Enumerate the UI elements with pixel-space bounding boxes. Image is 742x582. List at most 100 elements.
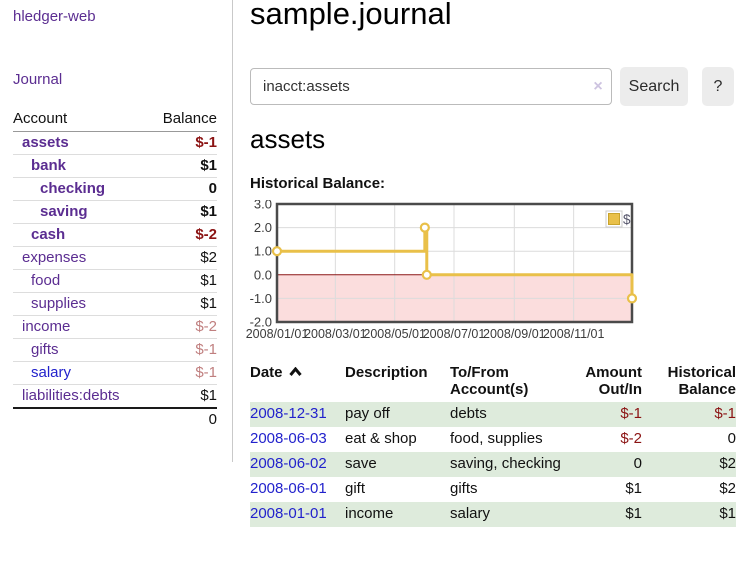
transaction-description: gift — [345, 480, 366, 497]
account-balance: $1 — [148, 269, 217, 293]
transaction-amount: $-2 — [620, 430, 642, 447]
chart-legend: $ — [605, 210, 631, 228]
transaction-row: 2008-06-03 eat & shop food, supplies $-2 0 — [250, 427, 736, 452]
account-balance: $-2 — [148, 223, 217, 247]
txn-header-amount: Amount Out/In — [585, 364, 642, 398]
transaction-accounts: gifts — [450, 480, 478, 497]
account-link[interactable]: saving — [40, 203, 88, 220]
transaction-date-link[interactable]: 2008-01-01 — [250, 505, 327, 522]
account-link[interactable]: expenses — [22, 249, 87, 266]
accounts-total-row: 0 — [13, 407, 217, 431]
account-row: assets $-1 — [13, 132, 217, 155]
transaction-date-link[interactable]: 2008-12-31 — [250, 405, 327, 422]
account-row: expenses $2 — [13, 246, 217, 270]
svg-text:2008/09/01: 2008/09/01 — [483, 327, 546, 341]
svg-text:2008/03/01: 2008/03/01 — [304, 327, 367, 341]
search-input[interactable] — [250, 68, 612, 105]
transaction-row: 2008-06-02 save saving, checking 0 $2 — [250, 452, 736, 477]
sidebar-item-journal[interactable]: Journal — [13, 71, 63, 88]
svg-text:2008/05/01: 2008/05/01 — [363, 327, 426, 341]
txn-header-accounts: To/From Account(s) — [450, 364, 529, 398]
account-link[interactable]: liabilities:debts — [22, 387, 120, 404]
account-row: checking 0 — [13, 177, 217, 201]
account-link[interactable]: cash — [31, 226, 66, 243]
account-link[interactable]: income — [22, 318, 71, 335]
svg-text:2.0: 2.0 — [254, 220, 272, 235]
balance-chart-svg: $3.0 2.0 1.0 0.0 -1.0 -2.02008/01/012008/03/0… — [246, 197, 638, 341]
account-link[interactable]: food — [31, 272, 61, 289]
transaction-accounts: saving, checking — [450, 452, 565, 477]
account-row: income $-2 — [13, 315, 217, 339]
account-link[interactable]: salary — [31, 364, 72, 381]
txn-header-date[interactable]: Date — [250, 361, 345, 402]
transaction-date-link[interactable]: 2008-06-03 — [250, 430, 327, 447]
transaction-description: income — [345, 502, 450, 527]
page-title: sample.journal — [250, 0, 452, 31]
transaction-description: save — [345, 452, 450, 477]
transaction-description: pay off — [345, 402, 450, 427]
transaction-balance: $-1 — [642, 402, 736, 427]
transaction-row: 2008-06-01 gift gifts $1 $2 — [250, 477, 736, 502]
account-heading: assets — [250, 124, 326, 154]
svg-text:$: $ — [623, 212, 631, 227]
historical-balance-chart: $3.0 2.0 1.0 0.0 -1.0 -2.0 2008/01/01 2008/03/0… — [244, 197, 736, 346]
transactions-table: Date Description To/From Account(s) Amou… — [250, 361, 736, 527]
transaction-row: 2008-12-31 pay off debts $-1 $-1 — [250, 402, 736, 427]
account-balance: $2 — [148, 246, 217, 270]
account-balance: $-1 — [148, 361, 217, 385]
transactions-table-body: 2008-12-31 pay off debts $-1 $-1 2008-06-03 ea… — [250, 402, 736, 527]
account-row: liabilities:debts $1 — [13, 384, 217, 408]
chart-label: Historical Balance: — [250, 175, 386, 192]
transaction-balance: $2 — [719, 480, 736, 497]
accounts-table: Account Balance assets $-1 bank $1 checking 0… — [13, 107, 217, 431]
transaction-balance: 0 — [727, 430, 736, 447]
account-link[interactable]: assets — [22, 134, 69, 151]
account-balance: $1 — [148, 384, 217, 408]
transaction-amount: 0 — [565, 452, 642, 477]
svg-text:2008/11/01: 2008/11/01 — [543, 327, 605, 341]
transaction-amount: $1 — [565, 502, 642, 527]
transaction-balance: $1 — [642, 502, 736, 527]
transaction-date-link[interactable]: 2008-06-01 — [250, 480, 327, 497]
search-button[interactable]: Search — [620, 67, 688, 106]
svg-text:2008/07/01: 2008/07/01 — [423, 327, 486, 341]
transaction-amount: $1 — [625, 480, 642, 497]
transaction-balance: $2 — [642, 452, 736, 477]
transaction-accounts: food, supplies — [450, 430, 543, 447]
transaction-description: eat & shop — [345, 430, 417, 447]
account-link[interactable]: gifts — [31, 341, 59, 358]
txn-header-balance: Historical Balance — [667, 364, 736, 398]
transaction-amount: $-1 — [565, 402, 642, 427]
accounts-total-value: 0 — [148, 407, 217, 431]
svg-text:0.0: 0.0 — [254, 267, 272, 282]
transaction-accounts: debts — [450, 402, 565, 427]
account-row: supplies $1 — [13, 292, 217, 316]
svg-text:-2.0: -2.0 — [250, 315, 272, 330]
transaction-date-link[interactable]: 2008-06-02 — [250, 455, 327, 472]
account-balance: $1 — [148, 292, 217, 316]
account-row: salary $-1 — [13, 361, 217, 385]
account-row: food $1 — [13, 269, 217, 293]
txn-header-description: Description — [345, 364, 428, 381]
account-row: bank $1 — [13, 154, 217, 178]
account-link[interactable]: supplies — [31, 295, 87, 312]
accounts-table-body: assets $-1 bank $1 checking 0 saving $1 cash $-2 e… — [13, 132, 217, 408]
sort-ascending-icon — [288, 364, 302, 381]
svg-text:1.0: 1.0 — [254, 244, 272, 259]
account-row: gifts $-1 — [13, 338, 217, 362]
accounts-header-account: Account — [13, 107, 149, 132]
account-row: saving $1 — [13, 200, 217, 224]
help-button[interactable]: ? — [702, 67, 734, 106]
account-link[interactable]: bank — [31, 157, 67, 174]
clear-search-icon[interactable]: × — [593, 78, 603, 95]
account-link[interactable]: checking — [40, 180, 106, 197]
account-balance: $-2 — [148, 315, 217, 339]
app-title-link[interactable]: hledger-web — [13, 8, 96, 25]
account-row: cash $-2 — [13, 223, 217, 247]
account-balance: $-1 — [195, 134, 217, 151]
svg-text:3.0: 3.0 — [254, 200, 272, 212]
transaction-accounts: salary — [450, 502, 565, 527]
account-balance: $-1 — [148, 338, 217, 362]
account-balance: 0 — [148, 177, 217, 201]
transaction-row: 2008-01-01 income salary $1 $1 — [250, 502, 736, 527]
